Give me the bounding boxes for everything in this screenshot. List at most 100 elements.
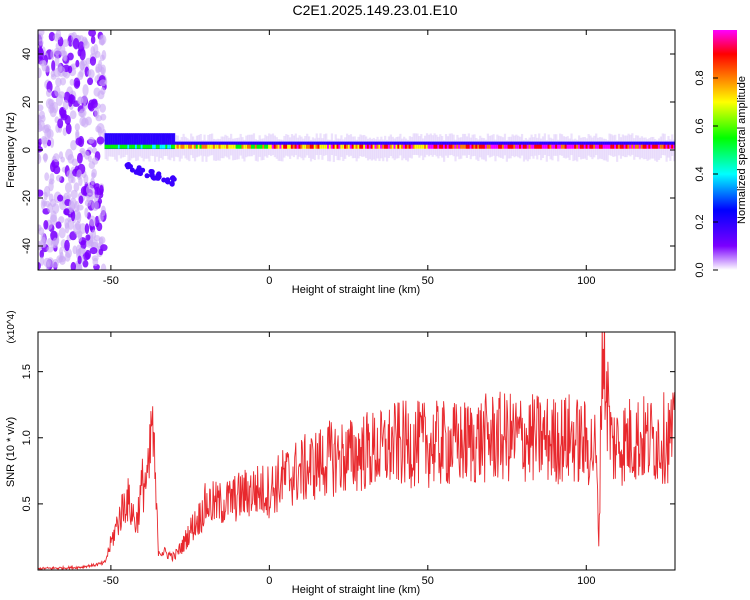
band-halo (302, 138, 305, 161)
band-core (401, 144, 404, 149)
spectrogram-y-label: Frequency (Hz) (5, 112, 17, 188)
band-halo (633, 138, 636, 160)
band-core (591, 144, 594, 149)
noise-blob (82, 260, 89, 268)
noise-blob (43, 191, 48, 201)
noise-blob (91, 255, 99, 262)
band-halo (243, 139, 246, 162)
noise-blob (38, 46, 43, 54)
noise-blob (38, 146, 43, 153)
band-tail-blob (144, 173, 150, 179)
band-halo (231, 138, 235, 161)
band-core (133, 144, 136, 149)
band-core (665, 144, 668, 149)
noise-blob (100, 205, 106, 217)
band-halo (477, 139, 480, 162)
band-core (165, 144, 168, 149)
band-halo (186, 138, 189, 160)
band-core (264, 144, 267, 149)
band-halo (214, 139, 218, 161)
band-outer (148, 133, 151, 150)
noise-blob (84, 207, 89, 218)
noise-blob (64, 239, 70, 252)
band-core (441, 144, 444, 149)
band-core (136, 144, 140, 149)
band-outer (157, 133, 160, 150)
noise-blob (51, 101, 59, 114)
band-core (365, 144, 368, 149)
band-core (178, 144, 181, 149)
band-outer (144, 133, 147, 150)
noise-blob (46, 246, 54, 253)
band-halo (336, 138, 339, 161)
band-core (319, 144, 322, 149)
band-core (302, 144, 305, 149)
noise-blob (38, 33, 44, 42)
band-core (654, 144, 657, 149)
noise-blob (55, 174, 62, 182)
band-core (593, 144, 596, 149)
band-core (294, 144, 297, 149)
band-core (439, 144, 442, 149)
noise-blob (99, 184, 104, 195)
noise-blob (91, 157, 99, 165)
band-core (336, 144, 339, 149)
band-halo (136, 138, 140, 161)
band-halo (572, 139, 575, 162)
band-core (560, 144, 564, 149)
band-halo (557, 139, 560, 162)
spectrogram-y-tick-label: -40 (21, 238, 33, 254)
noise-blob (89, 247, 98, 255)
band-core (188, 144, 191, 149)
band-halo (277, 139, 280, 161)
band-core (519, 144, 522, 149)
band-core (180, 144, 183, 149)
band-core (667, 144, 670, 149)
band-halo (522, 139, 526, 162)
noise-blob (96, 136, 105, 145)
band-halo (382, 139, 385, 162)
noise-blob (81, 94, 88, 105)
band-outer (150, 133, 153, 150)
band-tail-blob (128, 164, 134, 170)
band-core (155, 144, 159, 149)
band-core (192, 144, 195, 149)
band-core (385, 144, 389, 149)
band-core (463, 144, 467, 149)
band-halo (406, 139, 410, 162)
noise-blob (60, 156, 65, 163)
noise-blob (67, 65, 73, 74)
band-core (273, 144, 276, 149)
noise-blob (84, 249, 92, 260)
band-core (380, 144, 383, 149)
band-core (163, 144, 166, 149)
band-core (549, 144, 552, 149)
band-core (260, 144, 263, 149)
noise-blob (89, 215, 96, 227)
band-core (612, 144, 615, 149)
band-core (334, 144, 337, 149)
noise-blob (70, 189, 78, 199)
noise-blob (40, 237, 47, 248)
band-core (277, 144, 280, 149)
band-halo (393, 138, 396, 161)
band-outer (110, 133, 113, 150)
band-core (245, 144, 248, 149)
band-core (382, 144, 385, 149)
band-core (403, 144, 406, 149)
band-outer (152, 133, 155, 150)
band-outer (159, 133, 162, 150)
band-halo (134, 139, 138, 161)
band-outer (127, 133, 130, 150)
noise-blob (38, 67, 42, 79)
noise-blob (90, 35, 96, 45)
band-core (467, 144, 470, 149)
noise-blob (75, 59, 80, 68)
band-halo (332, 140, 335, 162)
spectrogram-x-tick-label: 50 (422, 275, 434, 287)
noise-blob (43, 257, 51, 268)
band-core (384, 144, 387, 149)
band-halo (404, 138, 408, 161)
band-outer (106, 133, 109, 150)
